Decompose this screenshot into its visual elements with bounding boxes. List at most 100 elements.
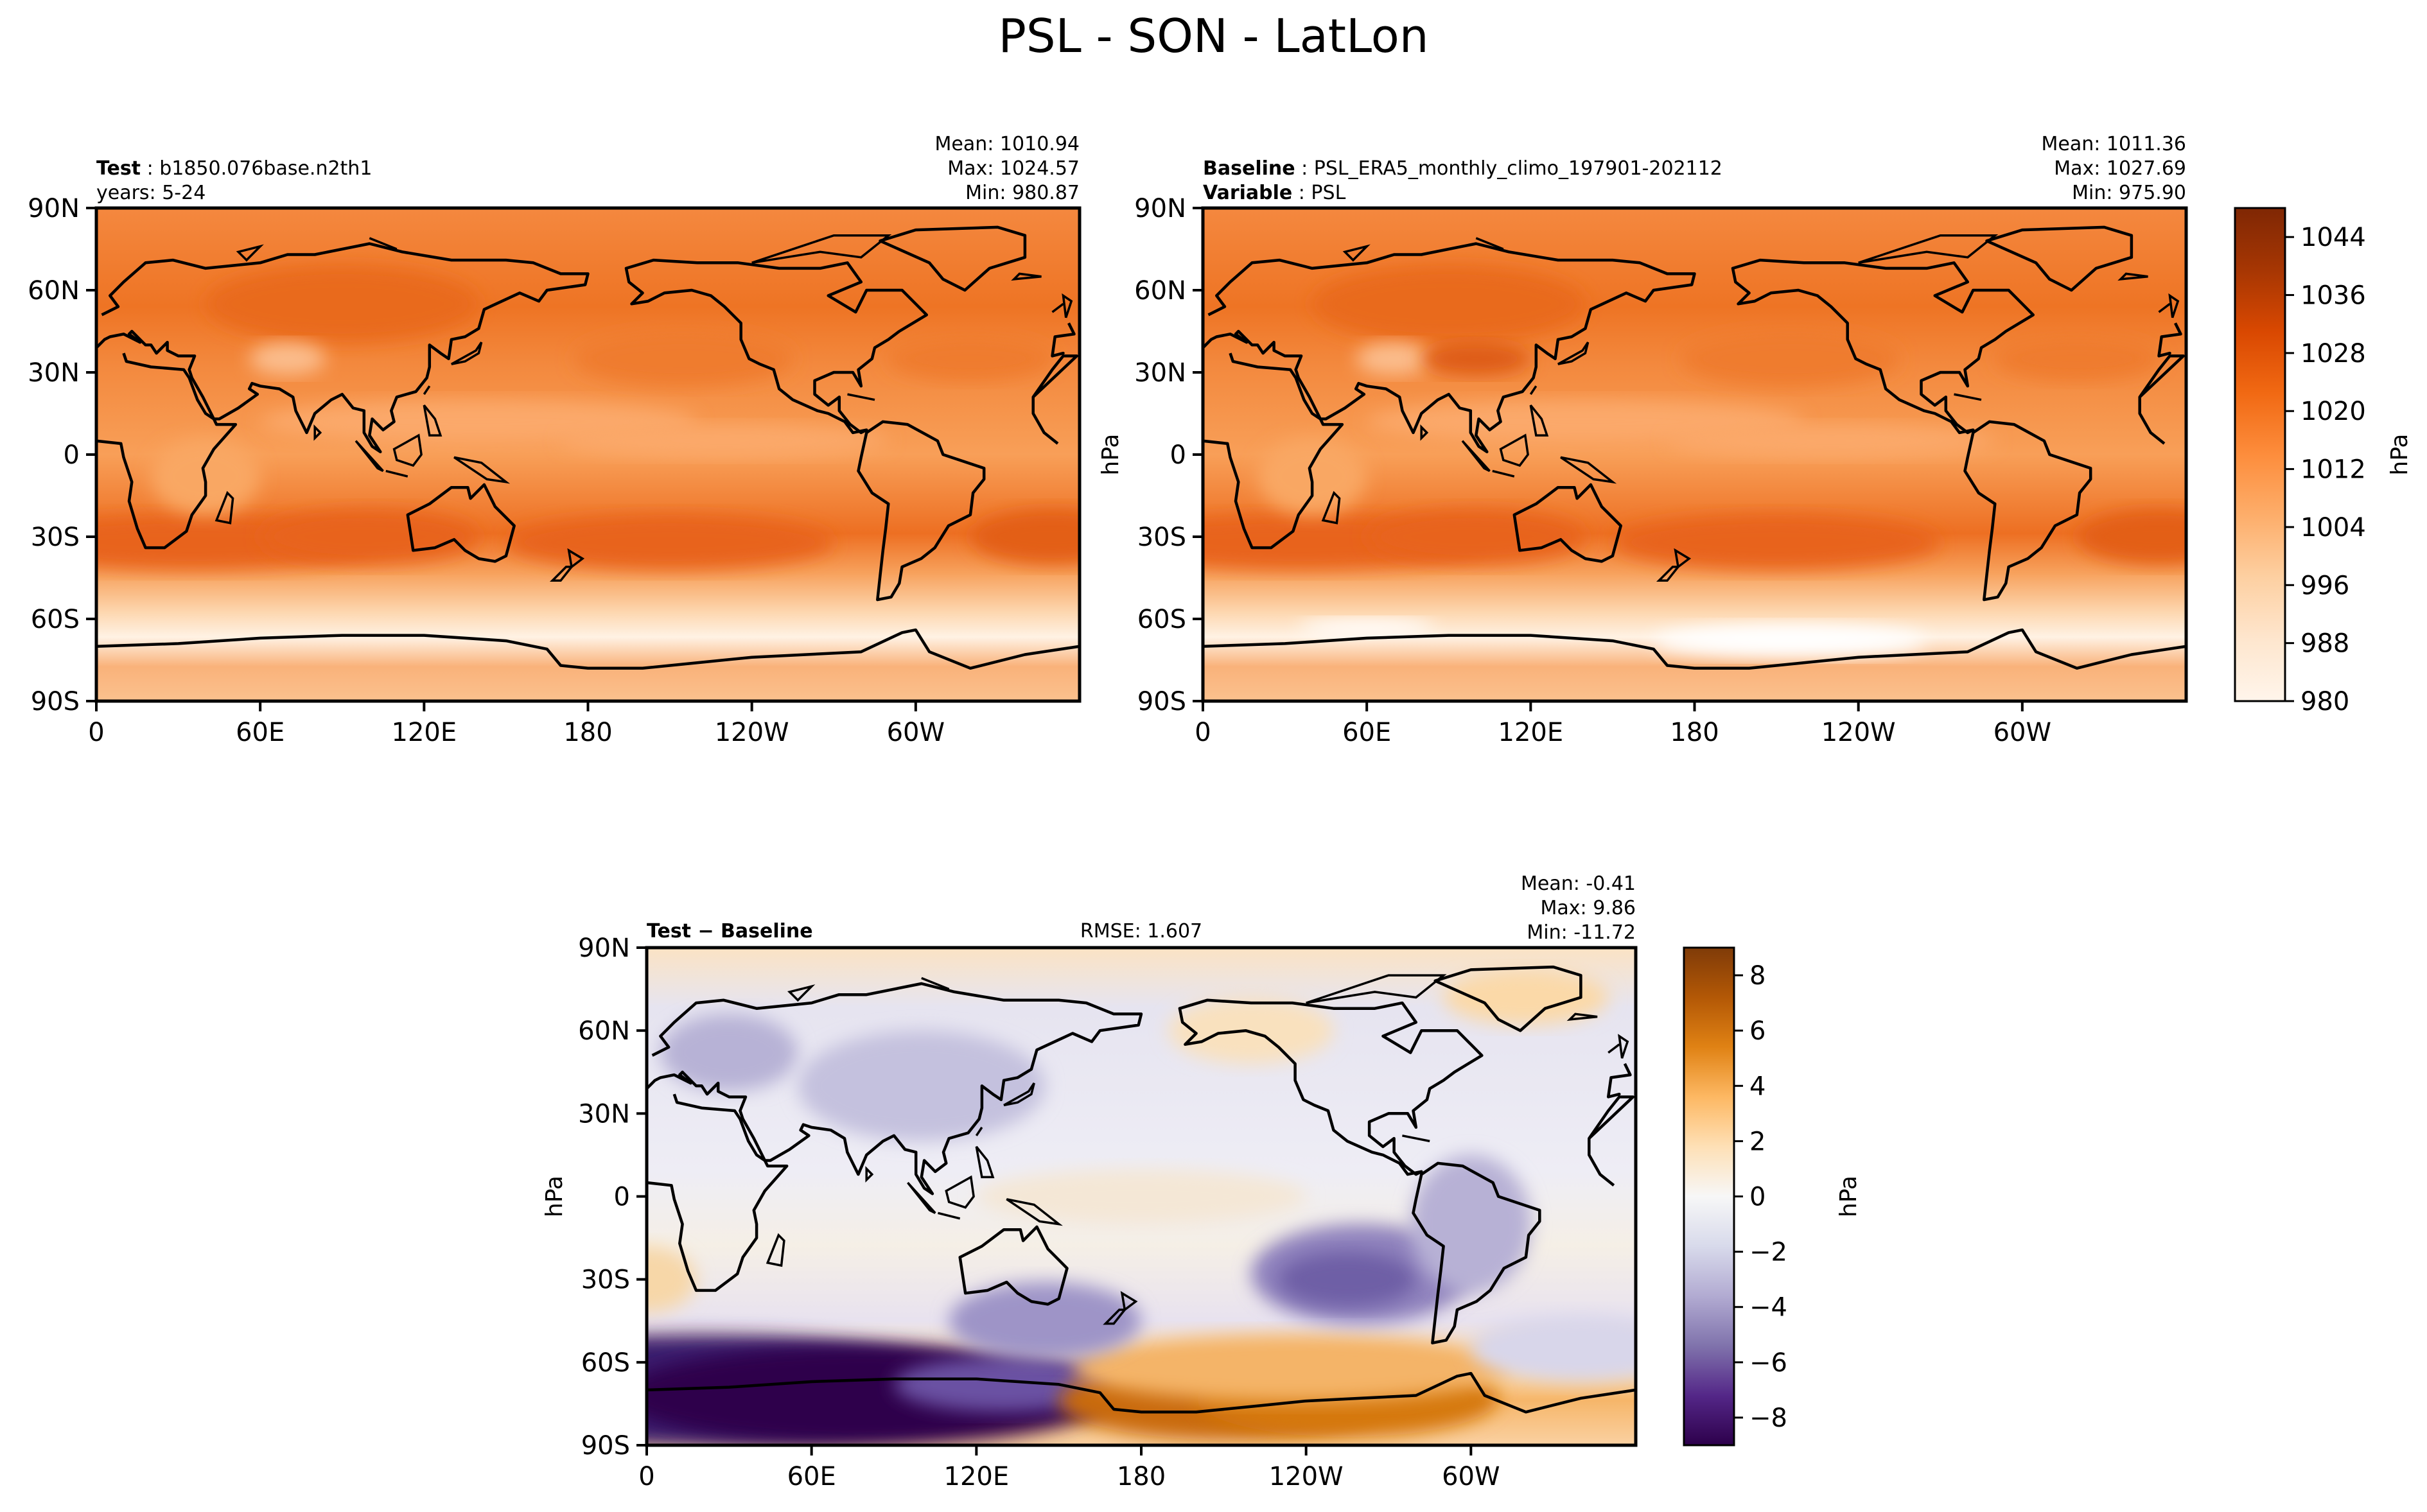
coastline-island — [1461, 440, 1491, 473]
anomaly-region — [1278, 1251, 1416, 1307]
x-tick-label: 60W — [887, 718, 945, 747]
colorbar-scale — [2234, 207, 2286, 702]
coastline-island — [1674, 548, 1692, 569]
coastline-island — [1529, 385, 1538, 395]
figure-title: PSL - SON - LatLon — [998, 9, 1429, 63]
y-tick-label: 60N — [578, 1016, 630, 1046]
anomaly-region — [647, 1246, 696, 1313]
coastline-island — [549, 566, 574, 582]
coastline-island — [313, 424, 322, 441]
coastline-island — [1499, 433, 1529, 467]
coastline-island — [1954, 393, 1982, 401]
x-tick-label: 120E — [1498, 718, 1564, 747]
y-tick-label: 60N — [1134, 276, 1186, 306]
pressure-region — [1667, 424, 1995, 458]
pressure-region — [574, 331, 793, 387]
anomaly-region — [660, 1014, 798, 1091]
y-tick-label: 30N — [1134, 358, 1186, 388]
colorbar-tick-label: −8 — [1749, 1403, 1787, 1433]
anomaly-region — [949, 1282, 1142, 1360]
coastline-island — [787, 984, 816, 1002]
coastline — [1985, 225, 2133, 292]
pressure-region — [1356, 342, 1433, 376]
coastline-island — [1656, 566, 1681, 582]
y-tick-label: 30N — [578, 1099, 630, 1129]
anomaly-region — [1410, 1154, 1532, 1294]
coastline-island — [1306, 974, 1447, 1004]
coastline — [96, 352, 1078, 550]
coastline — [879, 225, 1027, 292]
coastline — [1731, 258, 2035, 435]
y-tick-label: 0 — [1170, 440, 1186, 470]
coastline — [624, 258, 929, 435]
anomaly-region — [1168, 997, 1334, 1064]
coastline — [647, 1371, 1636, 1414]
colorbar: 8 6 4 2 0 −2 −4 −6 −8 hPa — [1683, 946, 1862, 1447]
colorbar: 1044 1036 1028 1020 1012 1004 996 988 980 hPa — [2234, 207, 2413, 717]
x-tick-label: 60E — [787, 1462, 836, 1491]
y-tick-label: 0 — [614, 1183, 630, 1212]
coastline-island — [1051, 302, 1064, 313]
pressure-region — [1421, 342, 1531, 376]
y-tick-label: 30S — [581, 1265, 630, 1295]
coastline-island — [1062, 293, 1073, 318]
coastline-island — [567, 548, 585, 569]
coastline-island — [1003, 1082, 1035, 1107]
coastline-island — [451, 342, 483, 365]
x-tick-label: 120E — [392, 718, 457, 747]
coastline-island — [1475, 237, 1504, 250]
coastline-island — [975, 1145, 995, 1179]
colorbar-tick-label: 980 — [2300, 687, 2349, 717]
coastline — [1203, 242, 2182, 453]
stat-mean: Mean: 1010.94 — [935, 133, 1080, 155]
coastline-island — [937, 1212, 961, 1220]
x-tick-label: 0 — [88, 718, 104, 747]
colorbar-tick-label: 6 — [1749, 1016, 1765, 1046]
coastline-island — [1120, 1290, 1138, 1312]
coastline — [1412, 1161, 1541, 1344]
coastline — [406, 483, 516, 563]
anomaly-region — [1443, 969, 1609, 1025]
coastline-island — [236, 244, 264, 262]
coastline — [1178, 998, 1484, 1176]
x-tick-label: 120W — [1821, 718, 1896, 747]
coastline-island — [392, 433, 423, 467]
x-tick-label: 180 — [563, 718, 612, 747]
stat-mean: Mean: -0.41 — [1521, 873, 1636, 895]
colorbar-tick-label: 1004 — [2300, 513, 2366, 543]
coastline-island — [1566, 1012, 1598, 1021]
coastline — [1433, 965, 1582, 1032]
x-tick-label: 60E — [236, 718, 285, 747]
coastline-island — [369, 237, 398, 250]
coastline-island — [945, 1175, 975, 1209]
y-axis-label: hPa — [1098, 434, 1124, 476]
pressure-region — [1612, 514, 1941, 570]
x-tick-label: 120E — [944, 1462, 1010, 1491]
coastline — [958, 1225, 1069, 1306]
coastline-island — [385, 469, 408, 478]
panel-subtitle: years: 5-24 — [96, 182, 206, 204]
coastline-island — [1608, 1043, 1620, 1054]
x-tick-label: 180 — [1670, 718, 1719, 747]
field-layer — [1203, 208, 2186, 701]
coastline-island — [766, 1233, 785, 1267]
stat-max: Max: 1027.69 — [2054, 157, 2186, 180]
colorbar-tick-label: −6 — [1749, 1348, 1787, 1378]
pressure-region — [1681, 331, 1900, 387]
coastline-island — [2117, 272, 2148, 281]
y-tick-label: 90N — [578, 934, 630, 963]
stat-min: Min: 980.87 — [965, 182, 1080, 204]
coastline — [96, 628, 1080, 670]
colorbar-tick-label: 996 — [2300, 571, 2349, 600]
coastline — [1203, 628, 2186, 670]
pressure-region — [888, 336, 1053, 381]
coastline-island — [453, 456, 511, 484]
stat-mean: Mean: 1011.36 — [2042, 133, 2186, 155]
field-layer — [647, 948, 1636, 1445]
map-panel-baseline: 0 60E 120E 180 120W 60W 90N 60N 30N 0 30S 60S 90S hPa… — [1098, 133, 2413, 747]
x-tick-label: 120W — [715, 718, 789, 747]
x-tick-label: 60W — [1993, 718, 2051, 747]
colorbar-tick-label: 1020 — [2300, 397, 2366, 426]
coastline-island — [1420, 424, 1429, 441]
anomaly-region — [1471, 1315, 1636, 1382]
